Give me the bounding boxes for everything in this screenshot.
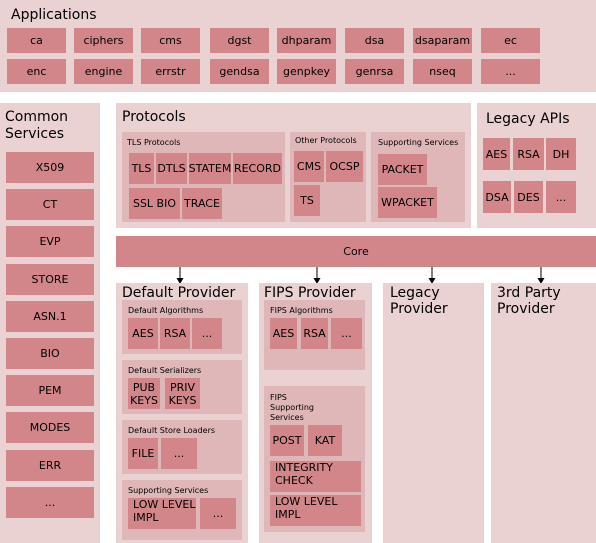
common-service-item: X509 (6, 152, 94, 183)
tls-protocol-item: STATEM (189, 153, 231, 184)
app-item: ... (481, 59, 540, 84)
app-item: ca (7, 28, 66, 53)
legacy-api-item: DES (514, 181, 543, 213)
legacy-provider-title-line1: Legacy (390, 285, 440, 301)
app-item: engine (74, 59, 133, 84)
other-protocols-title: Other Protocols (295, 136, 357, 145)
common-service-item: STORE (6, 264, 94, 295)
legacy-api-item: AES (483, 138, 510, 170)
tls-protocol-item: DTLS (156, 153, 187, 184)
common-service-item: ERR (6, 450, 94, 481)
fips-algorithm-item: RSA (301, 318, 328, 349)
default-algorithm-item: RSA (160, 318, 190, 349)
fips-low-level-impl-box: LOW LEVEL IMPL (270, 495, 361, 526)
fips-low-level-impl-line2: IMPL (275, 508, 301, 521)
third-party-provider-title-line1: 3rd Party (497, 285, 561, 301)
default-store-loaders-title: Default Store Loaders (128, 426, 216, 435)
app-item: genpkey (277, 59, 336, 84)
protocol-supporting-item: WPACKET (378, 187, 437, 218)
fips-supporting-item: POST (270, 425, 304, 456)
pub-keys-box: PUB KEYS (128, 378, 160, 409)
default-supporting-more: ... (200, 498, 236, 529)
fips-algorithm-item: AES (270, 318, 297, 349)
common-service-item: BIO (6, 338, 94, 369)
app-item: nseq (413, 59, 472, 84)
third-party-provider-title-line2: Provider (497, 301, 555, 317)
priv-keys-line2: KEYS (168, 393, 197, 407)
legacy-api-item: ... (546, 181, 576, 213)
app-item: dsa (345, 28, 404, 53)
other-protocol-item: OCSP (326, 151, 363, 182)
store-loader-item: ... (161, 438, 197, 469)
common-services-title-line2: Services (5, 126, 65, 142)
fips-supporting-title-line3: Services (270, 413, 304, 422)
applications-title: Applications (11, 7, 97, 23)
common-service-item: MODES (6, 412, 94, 443)
default-serializers-title: Default Serializers (128, 366, 202, 375)
integrity-check-line2: CHECK (275, 474, 313, 487)
app-item: genrsa (345, 59, 404, 84)
common-service-item: ... (6, 487, 94, 518)
core-bar: Core (116, 236, 596, 267)
legacy-provider-title-line2: Provider (390, 301, 448, 317)
legacy-api-item: RSA (513, 138, 544, 170)
fips-supporting-title-line1: FIPS (270, 393, 287, 402)
legacy-provider-panel (383, 283, 484, 543)
app-item: enc (7, 59, 66, 84)
app-item: ec (481, 28, 540, 53)
fips-supporting-title-line2: Supporting (270, 403, 314, 412)
app-item: gendsa (210, 59, 269, 84)
tls-protocol-item: TRACE (182, 188, 222, 219)
app-item: dsaparam (413, 28, 472, 53)
common-service-item: EVP (6, 226, 94, 257)
app-item: errstr (141, 59, 200, 84)
legacy-apis-title: Legacy APIs (486, 111, 570, 127)
third-party-provider-panel (491, 283, 596, 543)
fips-algorithm-item: ... (331, 318, 362, 349)
pub-keys-line1: PUB (132, 380, 156, 394)
protocol-supporting-services-title: Supporting Services (378, 138, 459, 147)
app-item: cms (141, 28, 200, 53)
app-item: dhparam (277, 28, 336, 53)
protocol-supporting-item: PACKET (378, 154, 427, 185)
tls-protocol-item: RECORD (233, 153, 282, 184)
default-provider-title: Default Provider (122, 285, 236, 301)
common-service-item: ASN.1 (6, 301, 94, 332)
fips-provider-title: FIPS Provider (264, 285, 356, 301)
default-algorithms-title: Default Algorithms (128, 306, 204, 315)
fips-algorithms-title: FIPS Algorithms (270, 306, 333, 315)
integrity-check-line1: INTEGRITY (275, 461, 333, 474)
common-services-title-line1: Common (5, 109, 69, 125)
store-loader-item: FILE (128, 438, 158, 469)
fips-low-level-impl-line1: LOW LEVEL (275, 495, 338, 508)
fips-supporting-item: KAT (308, 425, 342, 456)
app-item: ciphers (74, 28, 133, 53)
low-level-impl-line2: IMPL (133, 511, 159, 524)
common-service-item: CT (6, 189, 94, 220)
default-algorithm-item: AES (128, 318, 158, 349)
priv-keys-line1: PRIV (169, 380, 196, 394)
protocols-title: Protocols (122, 109, 186, 125)
pub-keys-line2: KEYS (130, 393, 158, 407)
default-supporting-services-title: Supporting Services (128, 486, 209, 495)
legacy-api-item: DH (546, 138, 576, 170)
other-protocol-item: TS (294, 185, 320, 216)
common-service-item: PEM (6, 375, 94, 406)
low-level-impl-line1: LOW LEVEL (133, 498, 196, 511)
default-algorithm-item: ... (192, 318, 222, 349)
other-protocol-item: CMS (294, 151, 324, 182)
app-item: dgst (210, 28, 269, 53)
tls-protocols-title: TLS Protocols (127, 138, 181, 147)
low-level-impl-box: LOW LEVEL IMPL (128, 498, 196, 529)
tls-protocol-item: TLS (129, 153, 154, 184)
tls-protocol-item: SSL BIO (129, 188, 180, 219)
priv-keys-box: PRIV KEYS (165, 378, 200, 409)
legacy-api-item: DSA (483, 181, 511, 213)
integrity-check-box: INTEGRITY CHECK (270, 461, 361, 492)
